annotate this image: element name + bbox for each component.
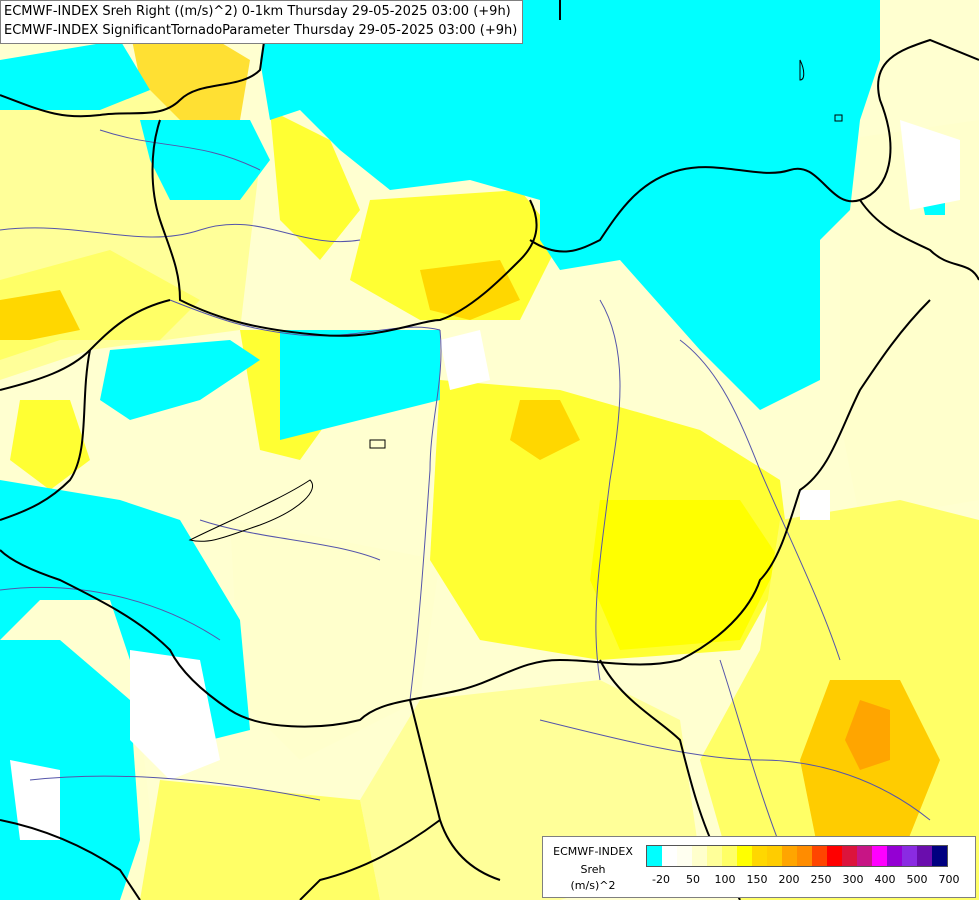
- legend-swatch: [827, 846, 842, 866]
- field-white-4: [900, 120, 960, 210]
- legend-swatch: [857, 846, 872, 866]
- field-white-3: [800, 490, 830, 520]
- legend-swatch: [932, 846, 947, 866]
- field-white-5: [10, 760, 60, 840]
- legend-tick-label: 400: [874, 873, 896, 886]
- legend-swatch: [662, 846, 677, 866]
- legend-swatch: [902, 846, 917, 866]
- legend-swatch: [917, 846, 932, 866]
- field-cyan-topleft: [0, 40, 150, 110]
- field-yellow-west-small: [10, 400, 90, 490]
- legend-swatches: [646, 845, 948, 867]
- rivers: [0, 129, 931, 871]
- legend-swatch: [797, 846, 812, 866]
- field-yellow-bottom-left: [140, 780, 380, 900]
- legend-ticks: -20 50 100 150 200 250 300 400 500 700: [646, 873, 976, 889]
- legend-swatch: [782, 846, 797, 866]
- legend-swatch: [872, 846, 887, 866]
- legend-tick-label: 500: [906, 873, 928, 886]
- legend-swatch: [842, 846, 857, 866]
- title-box: ECMWF-INDEX Sreh Right ((m/s)^2) 0-1km T…: [0, 0, 523, 44]
- color-legend: ECMWF-INDEX Sreh (m/s)^2 -20 50 100 150 200 2…: [542, 836, 976, 898]
- field-yellow-topleft: [130, 30, 250, 120]
- field-cyan-west-band: [100, 340, 260, 420]
- field-gold-north: [420, 260, 520, 320]
- legend-swatch: [752, 846, 767, 866]
- title-line-2: ECMWF-INDEX SignificantTornadoParameter …: [4, 23, 518, 38]
- field-orange-southeast: [845, 700, 890, 770]
- field-cyan-northwest: [140, 120, 270, 200]
- legend-tick-label: 100: [714, 873, 736, 886]
- legend-swatch: [677, 846, 692, 866]
- field-white-1: [440, 330, 490, 390]
- legend-swatch: [692, 846, 707, 866]
- legend-swatch: [647, 846, 662, 866]
- field-yellow-central-2: [590, 500, 780, 650]
- legend-tick-label: 300: [842, 873, 864, 886]
- legend-tick-label: 700: [938, 873, 960, 886]
- field-cyan-slab: [280, 330, 440, 440]
- field-gold-southeast: [800, 680, 940, 860]
- legend-tick-label: 50: [686, 873, 700, 886]
- legend-swatch: [707, 846, 722, 866]
- field-pale-east: [840, 120, 979, 520]
- legend-tick-label: 200: [778, 873, 800, 886]
- legend-tick-label: 150: [746, 873, 768, 886]
- legend-title: ECMWF-INDEX: [553, 845, 633, 858]
- field-pale-south: [230, 520, 440, 760]
- legend-tick-label: 250: [810, 873, 832, 886]
- field-cyan-north: [260, 0, 880, 410]
- field-yellow-north2: [270, 110, 360, 260]
- legend-unit: (m/s)^2: [570, 879, 616, 892]
- legend-swatch: [812, 846, 827, 866]
- field-white-2: [130, 650, 220, 780]
- legend-swatch: [767, 846, 782, 866]
- legend-tick-label: -20: [652, 873, 670, 886]
- legend-swatch: [887, 846, 902, 866]
- field-gold-central: [510, 400, 580, 460]
- legend-variable: Sreh: [580, 863, 606, 876]
- lakes: [188, 59, 843, 542]
- legend-swatch: [737, 846, 752, 866]
- title-line-1: ECMWF-INDEX Sreh Right ((m/s)^2) 0-1km T…: [4, 4, 511, 19]
- field-gold-west: [0, 290, 80, 340]
- legend-swatch: [722, 846, 737, 866]
